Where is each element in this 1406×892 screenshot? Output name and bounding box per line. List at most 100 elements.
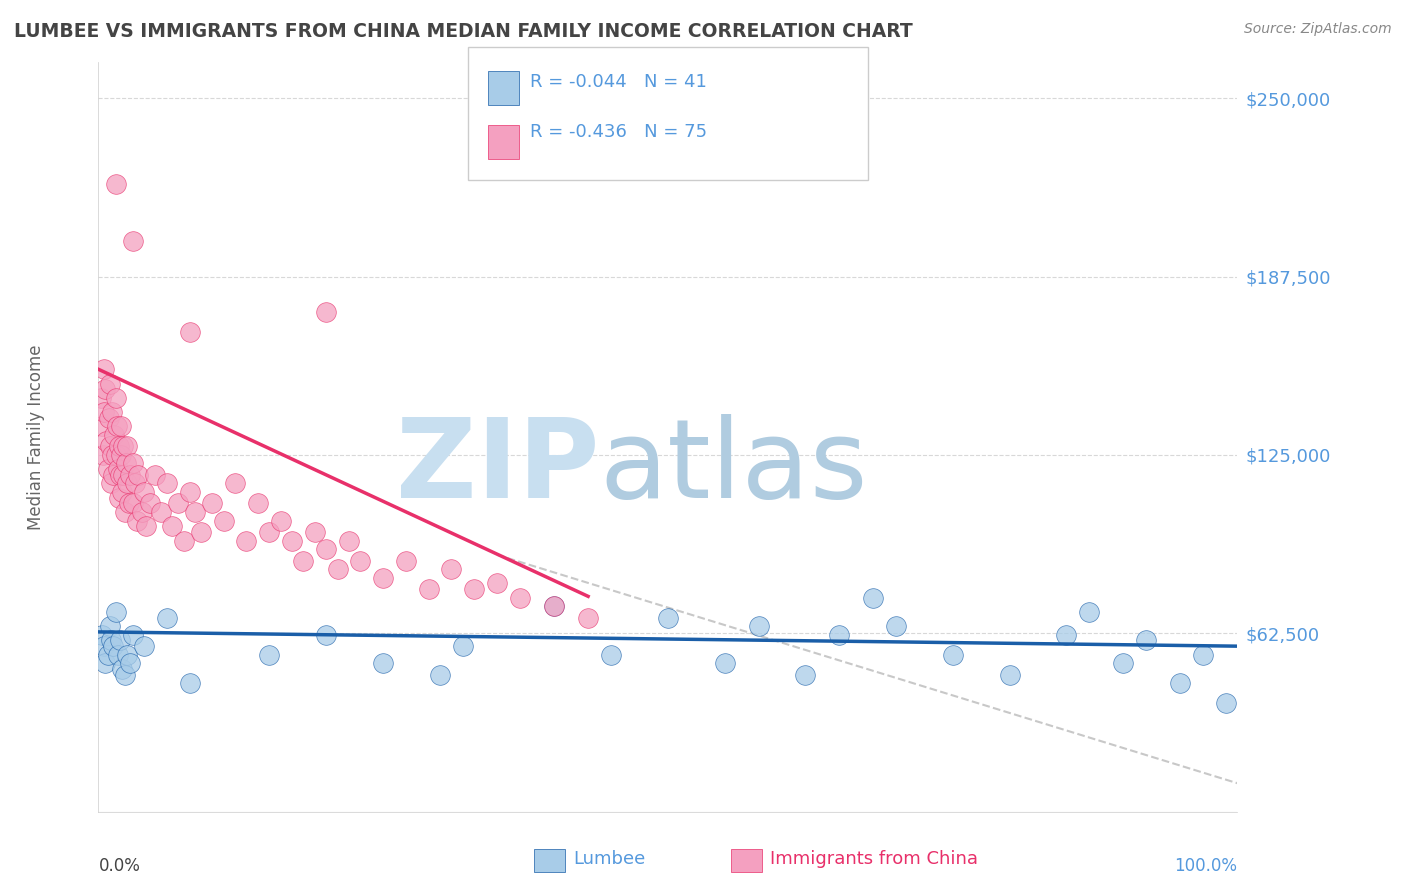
Text: Immigrants from China: Immigrants from China	[770, 850, 979, 868]
Text: Source: ZipAtlas.com: Source: ZipAtlas.com	[1244, 22, 1392, 37]
Text: 0.0%: 0.0%	[98, 856, 141, 875]
Point	[135, 519, 157, 533]
Point	[173, 533, 195, 548]
Point	[281, 533, 304, 548]
Point	[124, 476, 146, 491]
Point	[371, 571, 394, 585]
Point	[93, 405, 115, 419]
Point	[1170, 676, 1192, 690]
Point	[162, 519, 184, 533]
Point	[107, 648, 129, 662]
Point	[108, 439, 131, 453]
Point	[108, 633, 131, 648]
Point	[1078, 605, 1101, 619]
Point	[103, 639, 125, 653]
Point	[121, 234, 143, 248]
Point	[94, 382, 117, 396]
Point	[132, 485, 155, 500]
Point	[108, 467, 131, 482]
Point	[270, 514, 292, 528]
Point	[90, 419, 112, 434]
Text: R = -0.044   N = 41: R = -0.044 N = 41	[530, 73, 707, 91]
Point	[127, 467, 149, 482]
Point	[190, 524, 212, 539]
Point	[184, 505, 207, 519]
Point	[112, 467, 135, 482]
Point	[371, 657, 394, 671]
Point	[349, 553, 371, 567]
Point	[98, 439, 121, 453]
Point	[828, 628, 851, 642]
Point	[118, 496, 141, 510]
Point	[395, 553, 418, 567]
Point	[96, 434, 118, 448]
Point	[304, 524, 326, 539]
Point	[105, 419, 128, 434]
Point	[114, 457, 136, 471]
Point	[793, 667, 815, 681]
Point	[120, 467, 142, 482]
Point	[543, 599, 565, 614]
Text: Median Family Income: Median Family Income	[27, 344, 45, 530]
Point	[156, 610, 179, 624]
Point	[145, 467, 167, 482]
Point	[91, 448, 114, 462]
Text: atlas: atlas	[599, 414, 868, 521]
Point	[121, 457, 143, 471]
Point	[748, 619, 770, 633]
Point	[100, 476, 122, 491]
Point	[1215, 696, 1237, 710]
Point	[862, 591, 884, 605]
Point	[110, 419, 132, 434]
Point	[179, 485, 201, 500]
Point	[292, 553, 315, 567]
Point	[107, 462, 129, 476]
Point	[212, 514, 235, 528]
Point	[115, 439, 138, 453]
Text: LUMBEE VS IMMIGRANTS FROM CHINA MEDIAN FAMILY INCOME CORRELATION CHART: LUMBEE VS IMMIGRANTS FROM CHINA MEDIAN F…	[14, 22, 912, 41]
Point	[115, 648, 138, 662]
Point	[884, 619, 907, 633]
Point	[110, 448, 132, 462]
Point	[121, 628, 143, 642]
Point	[167, 496, 190, 510]
Text: Lumbee: Lumbee	[574, 850, 645, 868]
Point	[1192, 648, 1215, 662]
Point	[104, 605, 127, 619]
Point	[90, 628, 112, 642]
Point	[103, 467, 125, 482]
Point	[315, 628, 337, 642]
Point	[543, 599, 565, 614]
Point	[600, 648, 623, 662]
Point	[509, 591, 531, 605]
Text: ZIP: ZIP	[396, 414, 599, 521]
Point	[179, 325, 201, 339]
Point	[98, 376, 121, 391]
Point	[131, 505, 153, 519]
Point	[179, 676, 201, 690]
Point	[657, 610, 679, 624]
Point	[132, 639, 155, 653]
Point	[315, 542, 337, 557]
Text: R = -0.436   N = 75: R = -0.436 N = 75	[530, 123, 707, 141]
Point	[114, 667, 136, 681]
Point	[429, 667, 451, 681]
Point	[97, 410, 120, 425]
Point	[1135, 633, 1157, 648]
Point	[108, 491, 131, 505]
Point	[90, 391, 112, 405]
Point	[101, 405, 124, 419]
Point	[418, 582, 440, 596]
Point	[998, 667, 1021, 681]
Point	[111, 485, 134, 500]
Point	[96, 462, 118, 476]
Point	[451, 639, 474, 653]
Point	[94, 657, 117, 671]
Point	[201, 496, 224, 510]
Point	[98, 619, 121, 633]
Point	[127, 514, 149, 528]
Point	[96, 648, 118, 662]
Point	[93, 362, 115, 376]
Point	[486, 576, 509, 591]
Point	[103, 428, 125, 442]
